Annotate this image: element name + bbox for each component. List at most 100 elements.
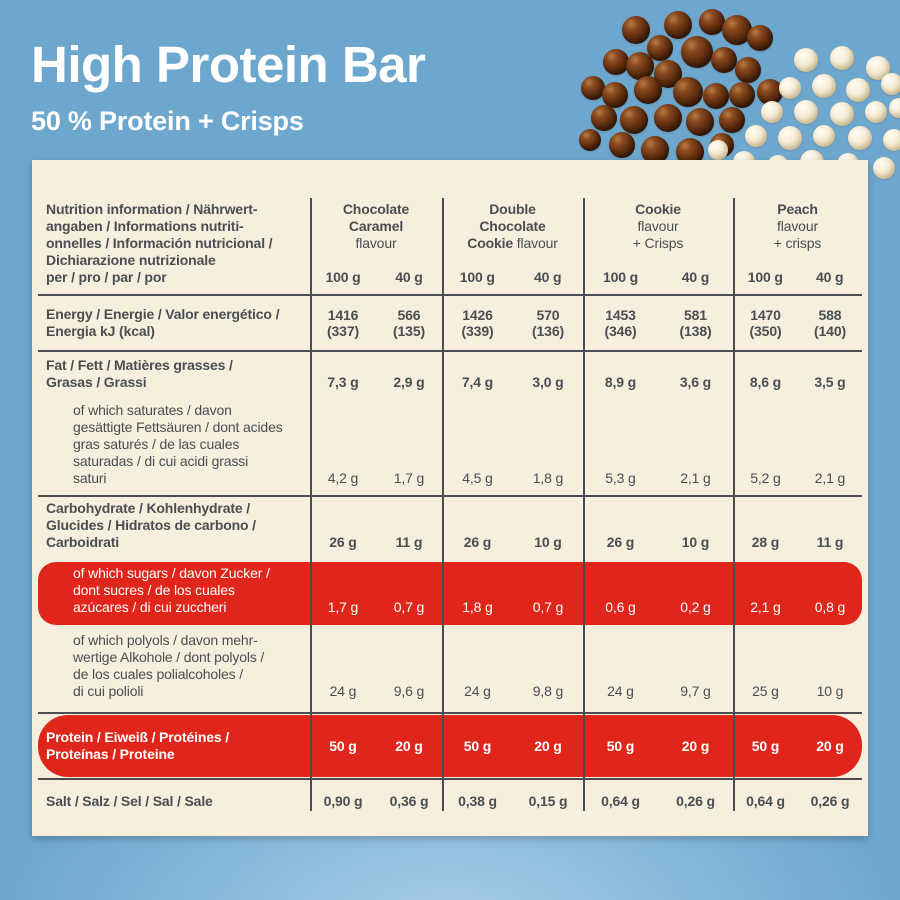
chocolate-crisp: [722, 15, 752, 45]
column-group-peach-crisps: Peach flavour + crisps 100 g 40 g: [733, 198, 862, 294]
white-crisp: [830, 46, 854, 70]
nutrition-table: Nutrition information / Nährwert- angabe…: [38, 198, 862, 822]
flavour-name: Cookie flavour + Crisps: [583, 198, 733, 252]
value-cell: 0,6 g: [605, 599, 636, 615]
value-cell: 9,7 g: [680, 683, 711, 699]
flavour-name: Peach flavour + crisps: [733, 198, 862, 252]
value-cell: 4,2 g: [327, 470, 359, 486]
header-per-line: per / pro / par / por: [46, 269, 167, 285]
flavour-name: Chocolate Caramel flavour: [310, 198, 442, 252]
value-cell: 1,8 g: [532, 470, 564, 486]
value-cell: 8,6 g: [749, 374, 782, 390]
column-divider: [310, 198, 312, 811]
white-crisp: [813, 125, 835, 147]
table-row-protein-highlight: Protein / Eiweiß / Protéines / Proteínas…: [38, 715, 862, 777]
column-group-cookie-crisps: Cookie flavour + Crisps 100 g 40 g: [583, 198, 733, 294]
value-cell: 28 g: [751, 534, 780, 550]
column-divider: [442, 198, 444, 811]
row-label: Carbohydrate / Kohlenhydrate / Glucides …: [46, 500, 256, 550]
chocolate-crisp: [622, 16, 650, 44]
chocolate-crisp: [735, 57, 761, 83]
chocolate-crisp: [757, 79, 783, 105]
value-cell: 0,64 g: [746, 792, 785, 809]
chocolate-crisp: [664, 11, 692, 39]
value-cell: 9,8 g: [532, 683, 564, 699]
value-cell: 20 g: [681, 737, 710, 754]
value-cell: 24 g: [607, 683, 634, 699]
white-crisp: [779, 77, 801, 99]
weight-100g: 100 g: [747, 269, 783, 285]
white-crisp: [881, 73, 900, 95]
chocolate-crisp: [703, 83, 729, 109]
white-crisp: [865, 101, 887, 123]
value-cell: 1453 (346): [604, 307, 637, 339]
weight-40g: 40 g: [534, 269, 562, 285]
value-cell: 26 g: [606, 534, 635, 550]
table-header: Nutrition information / Nährwert- angabe…: [38, 198, 862, 294]
weight-headers: 100 g 40 g: [442, 269, 583, 294]
chocolate-crisp: [719, 107, 745, 133]
value-cell: 0,8 g: [814, 599, 846, 615]
chocolate-crisp: [747, 25, 773, 51]
white-crisp: [761, 101, 783, 123]
page-title: High Protein Bar: [31, 36, 426, 93]
value-cell: 3,5 g: [814, 374, 846, 390]
column-divider: [733, 198, 735, 811]
header-label-text: Nutrition information / Nährwert- angabe…: [46, 201, 273, 268]
flavour-name-rest: flavour + Crisps: [632, 218, 684, 251]
column-group-double-chocolate-cookie: Double Chocolate Cookie flavour 100 g 40…: [442, 198, 583, 294]
value-cell: 24 g: [464, 683, 491, 699]
value-cell: 2,9 g: [393, 374, 425, 390]
flavour-name-bold: Double Chocolate Cookie: [467, 201, 546, 251]
value-cell: 11 g: [395, 534, 423, 550]
white-crisp: [889, 98, 900, 118]
white-crisp: [848, 126, 872, 150]
value-cell: 5,3 g: [605, 470, 636, 486]
weight-100g: 100 g: [602, 269, 639, 285]
flavour-name: Double Chocolate Cookie flavour: [442, 198, 583, 252]
table-row-fat: Fat / Fett / Matières grasses / Grasas /…: [38, 350, 862, 397]
value-cell: 10 g: [534, 534, 562, 550]
value-cell: 7,4 g: [461, 374, 494, 390]
value-cell: 9,6 g: [393, 683, 425, 699]
chocolate-crisp: [686, 108, 714, 136]
flavour-name-bold: Peach: [777, 201, 818, 217]
chocolate-crisp: [710, 133, 734, 157]
chocolate-crisp: [581, 76, 605, 100]
value-cell: 0,36 g: [389, 792, 429, 809]
white-crisp: [794, 48, 818, 72]
value-cell: 20 g: [816, 737, 844, 754]
chocolate-crisp: [711, 47, 737, 73]
value-cell: 0,15 g: [528, 792, 568, 809]
nutrition-card: Nutrition information / Nährwert- angabe…: [32, 160, 868, 836]
weight-40g: 40 g: [395, 269, 423, 285]
chocolate-crisp: [699, 9, 725, 35]
value-cell: 566 (135): [393, 307, 425, 339]
white-crisp: [846, 78, 870, 102]
chocolate-crisp: [681, 36, 713, 68]
flavour-name-bold: Chocolate Caramel: [342, 201, 410, 234]
value-cell: 581 (138): [679, 307, 712, 339]
value-cell: 3,6 g: [679, 374, 712, 390]
value-cell: 5,2 g: [750, 470, 781, 486]
value-cell: 4,5 g: [462, 470, 493, 486]
value-cell: 50 g: [329, 737, 357, 754]
flavour-name-rest: flavour: [355, 235, 397, 251]
page-subtitle: 50 % Protein + Crisps: [31, 105, 304, 136]
header-label: Nutrition information / Nährwert- angabe…: [38, 198, 310, 294]
value-cell: 8,9 g: [604, 374, 637, 390]
table-row-energy: Energy / Energie / Valor energético / En…: [38, 294, 862, 350]
value-cell: 2,1 g: [680, 470, 711, 486]
chocolate-crisp: [673, 77, 703, 107]
row-label: Fat / Fett / Matières grasses / Grasas /…: [46, 357, 233, 390]
value-cell: 0,38 g: [458, 792, 497, 809]
value-cell: 1426 (339): [461, 307, 494, 339]
table-row-polyols: of which polyols / davon mehr- wertige A…: [38, 625, 862, 712]
chocolate-crisp: [620, 106, 648, 134]
value-cell: 1,7 g: [393, 470, 425, 486]
row-label: Energy / Energie / Valor energético / En…: [46, 306, 280, 339]
chocolate-crisp: [626, 52, 654, 80]
value-cell: 0,7 g: [532, 599, 564, 615]
flavour-name-rest: flavour + crisps: [773, 218, 822, 251]
chocolate-crisp: [654, 60, 682, 88]
